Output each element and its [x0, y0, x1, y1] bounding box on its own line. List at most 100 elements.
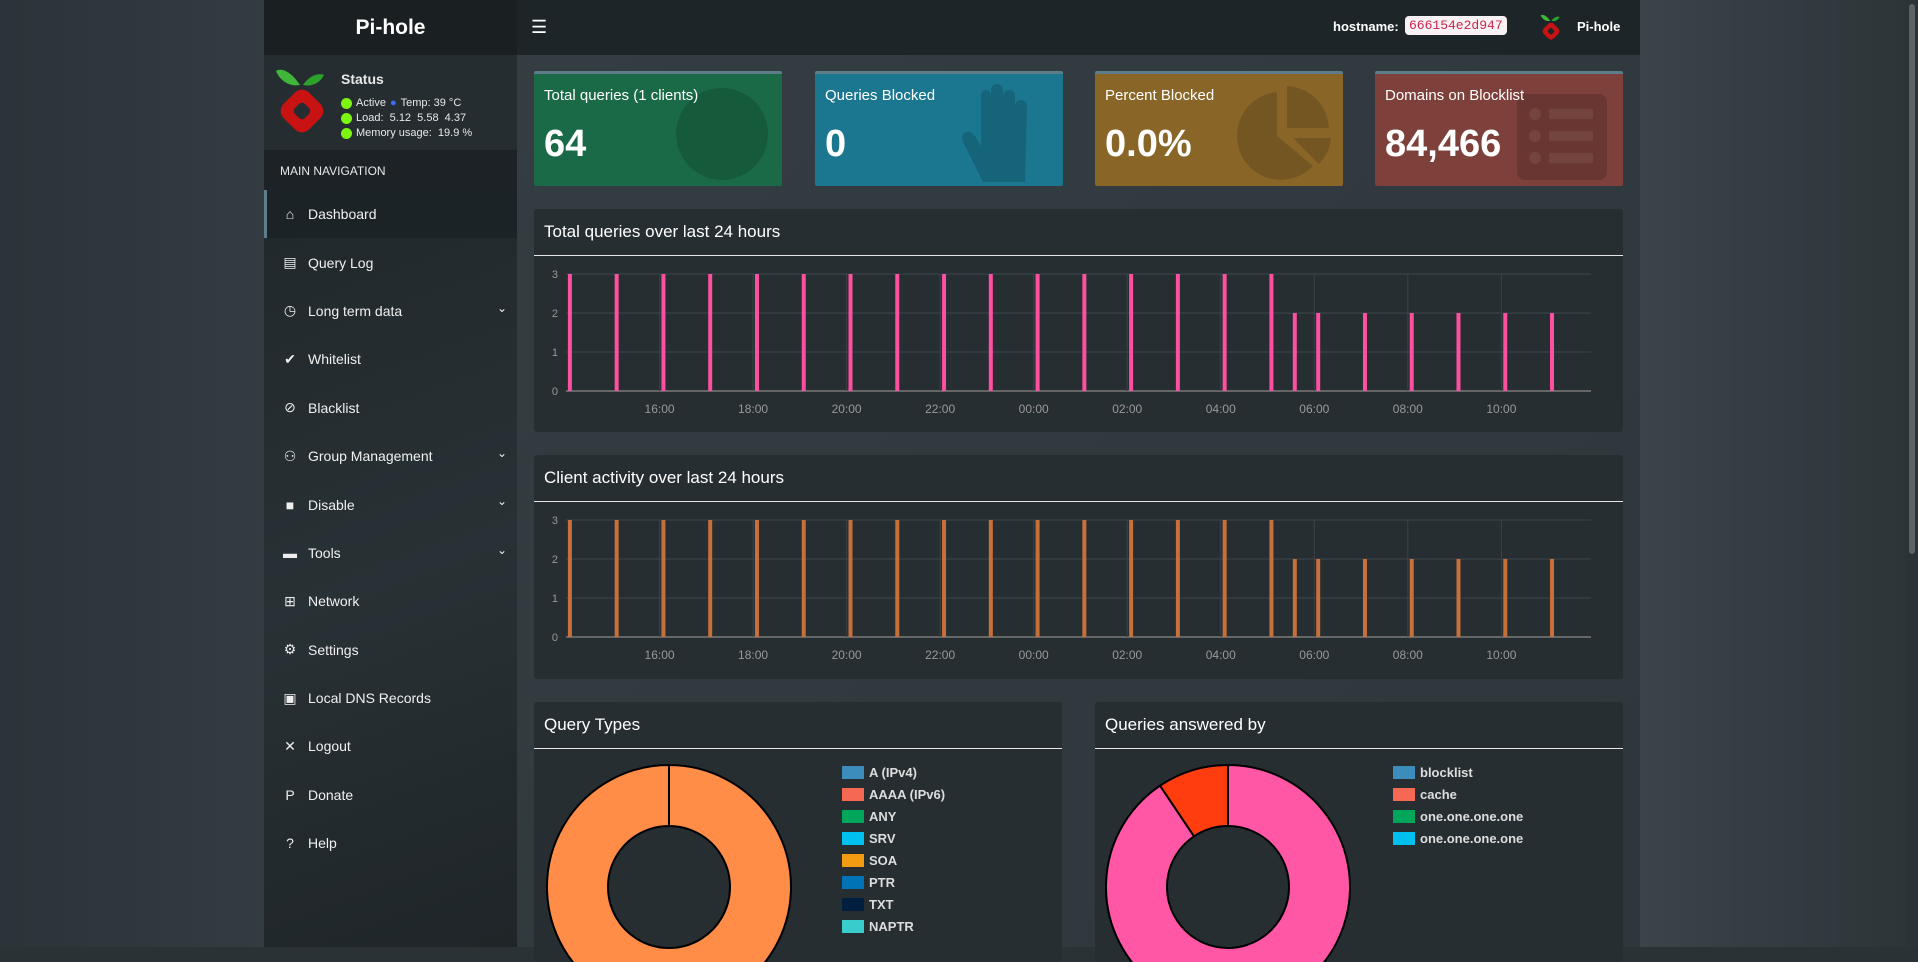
bar[interactable]: [1409, 559, 1414, 637]
query-types-panel: Query Types A (IPv4) AAAA (IPv6) ANY SRV SOA…: [534, 702, 1062, 962]
sidebar-item-whitelist[interactable]: ✔ Whitelist: [264, 335, 517, 383]
bar[interactable]: [567, 274, 572, 391]
legend-label: SOA: [869, 852, 898, 868]
bar[interactable]: [988, 274, 993, 391]
legend-item[interactable]: AAAA (IPv6): [842, 783, 945, 805]
sidebar-item-tools[interactable]: ▬ Tools ⌄: [264, 529, 517, 577]
sidebar-item-blacklist[interactable]: ⊘ Blacklist: [264, 384, 517, 432]
bar[interactable]: [708, 520, 713, 637]
bar[interactable]: [1175, 520, 1180, 637]
bar[interactable]: [754, 274, 759, 391]
sidebar-item-disable[interactable]: ■ Disable ⌄: [264, 480, 517, 528]
bar[interactable]: [1035, 520, 1040, 637]
bar[interactable]: [1269, 520, 1274, 637]
bar[interactable]: [942, 520, 947, 637]
bar[interactable]: [1362, 559, 1367, 637]
bar[interactable]: [754, 520, 759, 637]
bar[interactable]: [1269, 274, 1274, 391]
bar[interactable]: [1316, 313, 1321, 391]
bar[interactable]: [708, 274, 713, 391]
sidebar-item-help[interactable]: ? Help: [264, 819, 517, 867]
bar[interactable]: [1409, 313, 1414, 391]
scrollbar[interactable]: [1906, 0, 1918, 947]
bar[interactable]: [848, 520, 853, 637]
bar[interactable]: [1316, 559, 1321, 637]
bar[interactable]: [1503, 559, 1508, 637]
bar[interactable]: [1129, 274, 1134, 391]
user-logo-icon[interactable]: [1539, 13, 1563, 43]
donut-slice[interactable]: [545, 763, 792, 962]
sidebar-item-label: Tools: [308, 544, 341, 561]
legend-item[interactable]: PTR: [842, 871, 945, 893]
bar[interactable]: [1362, 313, 1367, 391]
bar[interactable]: [942, 274, 947, 391]
bar[interactable]: [1503, 313, 1508, 391]
bar[interactable]: [895, 274, 900, 391]
legend-item[interactable]: SOA: [842, 849, 945, 871]
stat-queries-blocked[interactable]: Queries Blocked 0: [815, 71, 1063, 186]
stat-domains-blocklist[interactable]: Domains on Blocklist 84,466: [1375, 71, 1623, 186]
bar[interactable]: [1035, 274, 1040, 391]
x-tick-label: 16:00: [645, 648, 675, 662]
sidebar-item-logout[interactable]: ✕ Logout: [264, 722, 517, 770]
bar[interactable]: [1456, 313, 1461, 391]
legend-item[interactable]: NAPTR: [842, 915, 945, 937]
bar[interactable]: [1222, 520, 1227, 637]
stat-total-queries[interactable]: Total queries (1 clients) 64: [534, 71, 782, 186]
sidebar-item-dashboard[interactable]: ⌂ Dashboard: [264, 190, 517, 239]
address-card-icon: ▣: [283, 689, 297, 706]
legend-item[interactable]: A (IPv4): [842, 761, 945, 783]
bar[interactable]: [1082, 274, 1087, 391]
bar[interactable]: [614, 520, 619, 637]
bar[interactable]: [567, 520, 572, 637]
bar[interactable]: [1129, 520, 1134, 637]
legend-item[interactable]: one.one.one.one: [1393, 805, 1523, 827]
legend-item[interactable]: TXT: [842, 893, 945, 915]
chevron-down-icon[interactable]: ⌄: [496, 300, 507, 315]
legend-item[interactable]: ANY: [842, 805, 945, 827]
chevron-down-icon[interactable]: ⌄: [496, 494, 507, 509]
bar[interactable]: [1292, 559, 1297, 637]
bar[interactable]: [801, 520, 806, 637]
chevron-down-icon[interactable]: ⌄: [496, 445, 507, 460]
sidebar-item-network[interactable]: ⊞ Network: [264, 577, 517, 625]
bar[interactable]: [661, 274, 666, 391]
legend-item[interactable]: one.one.one.one: [1393, 827, 1523, 849]
sidebar-item-donate[interactable]: P Donate: [264, 771, 517, 819]
sidebar-item-local-dns-records[interactable]: ▣ Local DNS Records: [264, 674, 517, 722]
bar[interactable]: [1292, 313, 1297, 391]
legend-item[interactable]: blocklist: [1393, 761, 1523, 783]
user-menu[interactable]: Pi-hole: [1577, 19, 1621, 34]
legend-item[interactable]: SRV: [842, 827, 945, 849]
legend-item[interactable]: cache: [1393, 783, 1523, 805]
bar[interactable]: [1550, 559, 1555, 637]
bar[interactable]: [661, 520, 666, 637]
bar[interactable]: [1175, 274, 1180, 391]
bar[interactable]: [848, 274, 853, 391]
bar[interactable]: [1082, 520, 1087, 637]
sidebar-item-group-management[interactable]: ⚇ Group Management ⌄: [264, 432, 517, 480]
bar-chart: 0 1 2 3 16:00 18:00 20:00 22:00 00:00 02:00 04:00 0…: [552, 269, 1591, 416]
chevron-down-icon[interactable]: ⌄: [496, 542, 507, 557]
bar[interactable]: [895, 520, 900, 637]
page-background-right: [1640, 0, 1918, 947]
bar[interactable]: [1550, 313, 1555, 391]
bar[interactable]: [801, 274, 806, 391]
sidebar-item-settings[interactable]: ⚙ Settings: [264, 626, 517, 674]
x-tick-label: 10:00: [1486, 648, 1516, 662]
donut-slice[interactable]: [1158, 763, 1229, 838]
menu-toggle-icon[interactable]: ☰: [531, 17, 548, 37]
stat-percent-blocked[interactable]: Percent Blocked 0.0%: [1095, 71, 1343, 186]
bar[interactable]: [1222, 274, 1227, 391]
bar[interactable]: [614, 274, 619, 391]
scrollbar-thumb[interactable]: [1909, 4, 1915, 554]
app-logo[interactable]: Pi-hole: [264, 0, 517, 55]
clients-chart-panel: Client activity over last 24 hours 0 1 2 3 1…: [534, 455, 1623, 679]
sidebar-item-query-log[interactable]: ▤ Query Log: [264, 238, 517, 286]
x-tick-label: 00:00: [1019, 648, 1049, 662]
sidebar-item-long-term-data[interactable]: ◷ Long term data ⌄: [264, 287, 517, 335]
bar[interactable]: [988, 520, 993, 637]
bar[interactable]: [1456, 559, 1461, 637]
donut-slice[interactable]: [1105, 763, 1351, 962]
active-dot-icon: [341, 97, 352, 109]
